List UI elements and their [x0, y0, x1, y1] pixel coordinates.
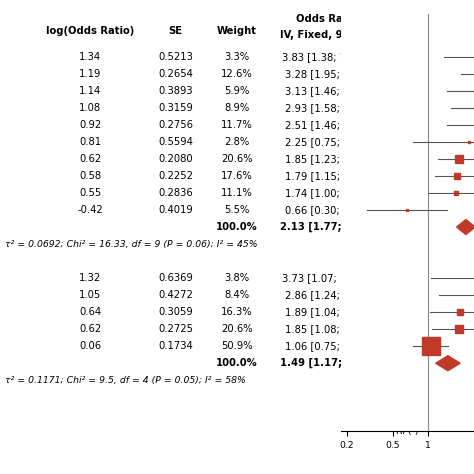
Text: 0.2725: 0.2725 — [158, 324, 193, 334]
Text: 8.4%: 8.4% — [224, 290, 250, 300]
Text: 100.0%: 100.0% — [216, 222, 258, 232]
Text: 1.85 [1.23; 2.78]: 1.85 [1.23; 2.78] — [285, 154, 369, 164]
Text: 1.79 [1.15; 2.78]: 1.79 [1.15; 2.78] — [285, 171, 369, 181]
Text: 3.28 [1.95; 5.52]: 3.28 [1.95; 5.52] — [285, 69, 369, 79]
Polygon shape — [436, 356, 460, 371]
Text: 2.25 [0.75; 6.73]: 2.25 [0.75; 6.73] — [285, 137, 369, 147]
Text: 0.2836: 0.2836 — [158, 188, 193, 198]
Text: 0.2252: 0.2252 — [158, 171, 193, 181]
Text: 3.3%: 3.3% — [224, 52, 250, 62]
Text: 11.1%: 11.1% — [221, 188, 253, 198]
Text: 0.2756: 0.2756 — [158, 120, 193, 130]
Text: 2.8%: 2.8% — [224, 137, 250, 147]
Text: 3.13 [1.46; 6.71]: 3.13 [1.46; 6.71] — [285, 86, 369, 96]
Text: 0.81: 0.81 — [79, 137, 101, 147]
Text: 1.74 [1.00; 3.03]: 1.74 [1.00; 3.03] — [285, 188, 369, 198]
Text: 0.62: 0.62 — [79, 154, 101, 164]
Text: 20.6%: 20.6% — [221, 154, 253, 164]
Text: 0.3159: 0.3159 — [158, 103, 193, 113]
Text: 0.5594: 0.5594 — [158, 137, 193, 147]
Text: τ² = 0.0692; Chi² = 16.33, df = 9 (P = 0.06); I² = 45%: τ² = 0.0692; Chi² = 16.33, df = 9 (P = 0… — [5, 239, 257, 248]
Text: 1.34: 1.34 — [79, 52, 101, 62]
Text: 0.6369: 0.6369 — [158, 273, 193, 283]
Text: 0.55: 0.55 — [79, 188, 101, 198]
Text: 50.9%: 50.9% — [221, 341, 253, 351]
Text: 0.66 [0.30; 1.45]: 0.66 [0.30; 1.45] — [285, 205, 369, 215]
Text: 8.9%: 8.9% — [224, 103, 250, 113]
Polygon shape — [456, 219, 474, 235]
Text: 1.14: 1.14 — [79, 86, 101, 96]
Text: 0.3059: 0.3059 — [158, 307, 193, 317]
Text: Weight: Weight — [217, 26, 257, 36]
Text: 1.05: 1.05 — [79, 290, 101, 300]
Text: 0.2080: 0.2080 — [158, 154, 193, 164]
Text: 0.92: 0.92 — [79, 120, 101, 130]
Text: 11.7%: 11.7% — [221, 120, 253, 130]
Text: IV, Fixed, 95% CI: IV, Fixed, 95% CI — [280, 29, 374, 39]
Text: 1.19: 1.19 — [79, 69, 101, 79]
Text: RI (-): RI (-) — [396, 427, 419, 436]
Text: 0.1734: 0.1734 — [158, 341, 193, 351]
Text: 2.51 [1.46; 4.31]: 2.51 [1.46; 4.31] — [285, 120, 369, 130]
Text: 0.64: 0.64 — [79, 307, 101, 317]
Text: 0.3893: 0.3893 — [158, 86, 193, 96]
Text: 0.06: 0.06 — [79, 341, 101, 351]
Text: -0.42: -0.42 — [77, 205, 103, 215]
Text: Odds Ratio: Odds Ratio — [296, 14, 358, 24]
Text: 1.08: 1.08 — [79, 103, 101, 113]
Text: 20.6%: 20.6% — [221, 324, 253, 334]
Text: 3.73 [1.07; 13.00]: 3.73 [1.07; 13.00] — [282, 273, 372, 283]
Text: 1.89 [1.04; 3.44]: 1.89 [1.04; 3.44] — [285, 307, 369, 317]
Text: 3.83 [1.38; 10.64]: 3.83 [1.38; 10.64] — [282, 52, 372, 62]
Text: 1.85 [1.08; 3.16]: 1.85 [1.08; 3.16] — [285, 324, 369, 334]
Text: 5.9%: 5.9% — [224, 86, 250, 96]
Text: log(Odds Ratio): log(Odds Ratio) — [46, 26, 134, 36]
Text: IV, Fixed,: IV, Fixed, — [386, 29, 438, 39]
Text: 0.4019: 0.4019 — [158, 205, 193, 215]
Text: τ² = 0.1171; Chi² = 9.5, df = 4 (P = 0.05); I² = 58%: τ² = 0.1171; Chi² = 9.5, df = 4 (P = 0.0… — [5, 376, 246, 385]
Text: 2.86 [1.24; 6.61]: 2.86 [1.24; 6.61] — [285, 290, 369, 300]
Text: 1.06 [0.75; 1.49]: 1.06 [0.75; 1.49] — [285, 341, 369, 351]
Text: 3.8%: 3.8% — [224, 273, 250, 283]
Text: 17.6%: 17.6% — [221, 171, 253, 181]
Text: 1.32: 1.32 — [79, 273, 101, 283]
Text: 0.5213: 0.5213 — [158, 52, 193, 62]
Text: 100.0%: 100.0% — [216, 358, 258, 368]
Text: 0.58: 0.58 — [79, 171, 101, 181]
Text: 12.6%: 12.6% — [221, 69, 253, 79]
Text: 0.62: 0.62 — [79, 324, 101, 334]
Text: 2.13 [1.77; 2.56]: 2.13 [1.77; 2.56] — [280, 222, 374, 232]
Text: 1.49 [1.17; 1.90]: 1.49 [1.17; 1.90] — [280, 358, 374, 368]
Text: 5.5%: 5.5% — [224, 205, 250, 215]
Text: 2.93 [1.58; 5.44]: 2.93 [1.58; 5.44] — [285, 103, 369, 113]
Text: SE: SE — [168, 26, 182, 36]
Text: 16.3%: 16.3% — [221, 307, 253, 317]
Text: 0.4272: 0.4272 — [158, 290, 193, 300]
Text: Odds: Odds — [398, 14, 427, 24]
Text: 0.2654: 0.2654 — [158, 69, 193, 79]
